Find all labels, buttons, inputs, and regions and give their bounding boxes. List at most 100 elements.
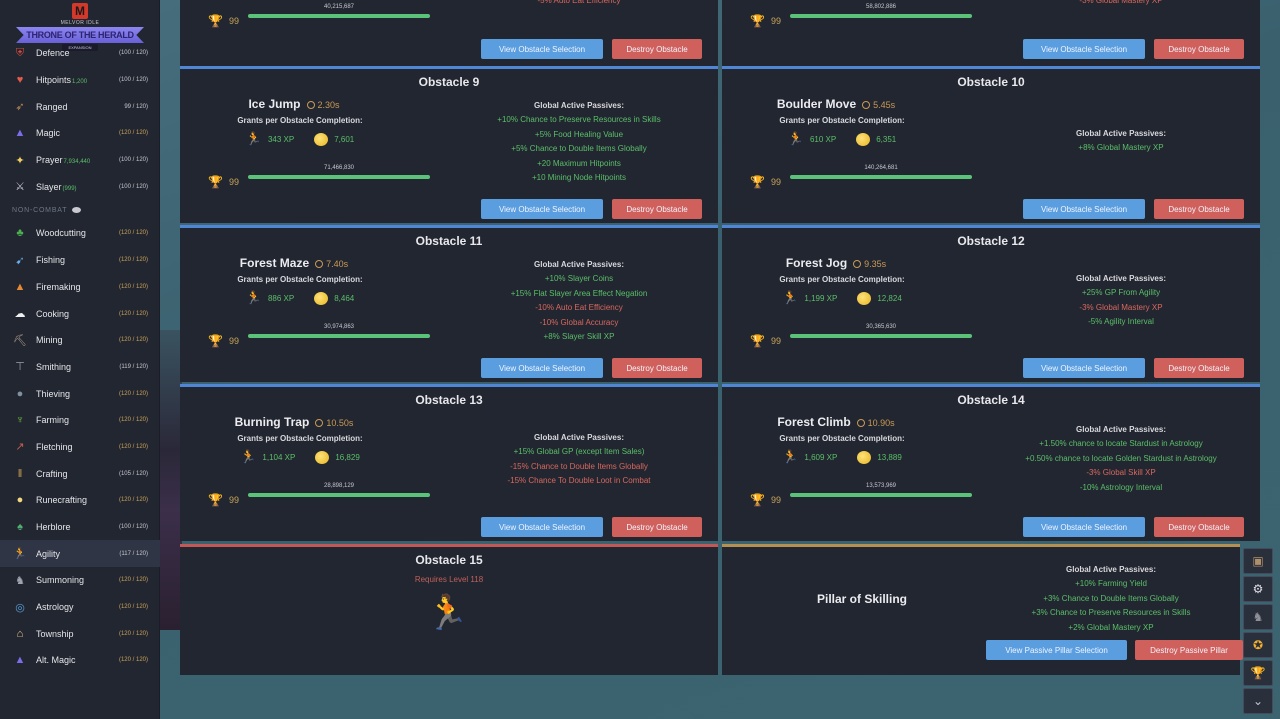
obstacle-card: Obstacle 10 Boulder Move 5.45s Grants per O… (722, 66, 1260, 223)
passive-modifier: +3% Chance to Double Items Globally (1043, 593, 1179, 603)
view-obstacle-selection-button[interactable]: View Obstacle Selection (1023, 517, 1145, 537)
mastery-progress: 28,898,129 (248, 483, 430, 497)
sidebar-item-mining[interactable]: ⛏ Mining (120 / 120) (0, 327, 160, 354)
destroy-obstacle-button[interactable]: Destroy Obstacle (612, 358, 702, 378)
mastery-level: 🏆 99 (208, 14, 239, 28)
view-obstacle-selection-button[interactable]: View Obstacle Selection (481, 517, 603, 537)
mastery-level: 🏆 99 (750, 175, 781, 189)
destroy-obstacle-button[interactable]: Destroy Obstacle (612, 39, 702, 59)
view-obstacle-selection-button[interactable]: View Obstacle Selection (481, 199, 603, 219)
sidebar-item-ranged[interactable]: ➶ Ranged 99 / 120) (0, 93, 160, 120)
trophy-button[interactable]: 🏆 (1243, 660, 1273, 686)
bank-button[interactable]: ▣ (1243, 548, 1273, 574)
summoning-button[interactable]: ♞ (1243, 604, 1273, 630)
settings-gear-button[interactable]: ⚙ (1243, 576, 1273, 602)
view-obstacle-selection-button[interactable]: View Obstacle Selection (1023, 39, 1145, 59)
sidebar-item-agility[interactable]: 🏃 Agility (117 / 120) (0, 540, 160, 568)
sidebar-item-smithing[interactable]: ⊤ Smithing (119 / 120) (0, 354, 160, 381)
wolf-icon: ♞ (15, 574, 25, 587)
obstacle-name: Boulder Move 5.45s (776, 97, 896, 111)
skill-level: (120 / 120) (118, 604, 148, 611)
pickaxe-icon: ⛏ (13, 334, 27, 347)
grants-label: Grants per Obstacle Completion: (779, 116, 905, 125)
gp-reward: 16,829 (335, 452, 360, 462)
obstacle-interval: 7.40s (315, 259, 348, 269)
view-obstacle-selection-button[interactable]: View Obstacle Selection (481, 39, 603, 59)
clock-icon (856, 419, 865, 427)
chevron-down-button[interactable]: ⌄ (1243, 688, 1273, 714)
sidebar-item-herblore[interactable]: ♠ Herblore (100 / 120) (0, 514, 160, 541)
runner-icon: 🏃 (13, 548, 27, 561)
passive-modifier: -3% Global Mastery XP (1079, 302, 1163, 312)
sidebar-item-cooking[interactable]: ☁ Cooking (120 / 120) (0, 300, 160, 327)
view-obstacle-selection-button[interactable]: View Obstacle Selection (1023, 199, 1145, 219)
grants-label: Grants per Obstacle Completion: (237, 434, 363, 443)
destroy-obstacle-button[interactable]: Destroy Obstacle (612, 517, 702, 537)
mastery-progress-bar (790, 334, 972, 338)
obstacle-card-partial: -3% Global Mastery XP 🏆 99 58,802,886 View O… (722, 0, 1260, 66)
view-obstacle-selection-button[interactable]: View Obstacle Selection (1023, 358, 1145, 378)
sidebar-item-fishing[interactable]: ➹ Fishing (120 / 120) (0, 247, 160, 274)
passive-modifier: +3% Chance to Preserve Resources in Skil… (1031, 608, 1191, 618)
mastery-level-value: 99 (770, 336, 781, 346)
mastery-level-value: 99 (770, 495, 781, 505)
sidebar-item-magic[interactable]: ▲ Magic (120 / 120) (0, 120, 160, 147)
passive-modifier: +1.50% chance to locate Stardust in Astr… (1039, 439, 1203, 449)
achievement-medal-button[interactable]: ✪ (1243, 632, 1273, 658)
skill-name: Township (36, 628, 74, 639)
sidebar-item-hitpoints[interactable]: ♥ Hitpoints1,200 (100 / 120) (0, 67, 160, 94)
obstacle-rewards: 🏃 610 XP 6,351 (722, 131, 962, 147)
destroy-obstacle-button[interactable]: Destroy Obstacle (1154, 358, 1244, 378)
achievement-medal-icon: ✪ (1252, 638, 1264, 652)
heart-icon: ♥ (16, 74, 24, 87)
agility-xp-icon: 🏃 (240, 449, 257, 464)
passives-title: Global Active Passives: (1066, 565, 1156, 574)
skill-name: Thieving (36, 388, 71, 399)
view-passive-pillar-selection-button[interactable]: View Passive Pillar Selection (986, 640, 1127, 660)
skill-name: Astrology (36, 602, 74, 613)
sidebar-item-summoning[interactable]: ♞ Summoning (120 / 120) (0, 567, 160, 594)
sidebar-item-township[interactable]: ⌂ Township (120 / 120) (0, 620, 160, 647)
destroy-obstacle-button[interactable]: Destroy Obstacle (1154, 517, 1244, 537)
destroy-obstacle-button[interactable]: Destroy Obstacle (612, 199, 702, 219)
destroy-obstacle-button[interactable]: Destroy Obstacle (1154, 199, 1244, 219)
eye-icon[interactable] (72, 207, 82, 214)
game-logo[interactable]: M MELVOR IDLE THRONE OF THE HERALD EXPAN… (14, 0, 146, 52)
sidebar-item-prayer[interactable]: ✦ Prayer7,934,440 (100 / 120) (0, 147, 160, 174)
passive-modifier: -15% Chance to Double Items Globally (510, 461, 648, 471)
passive-modifier: -3% Global Skill XP (1086, 468, 1156, 478)
passives-title: Global Active Passives: (1076, 129, 1166, 138)
gp-coin-icon (315, 450, 330, 464)
gp-reward: 8,464 (334, 293, 355, 303)
global-active-passives: Global Active Passives: +25% GP From Agil… (992, 272, 1250, 330)
mastery-xp-value: 58,802,886 (865, 4, 897, 10)
logo-subtitle: MELVOR IDLE (60, 20, 100, 26)
sidebar-item-astrology[interactable]: ◎ Astrology (120 / 120) (0, 594, 160, 621)
sidebar-item-fletching[interactable]: ↗ Fletching (120 / 120) (0, 434, 160, 461)
passive-modifier: +5% Chance to Double Items Globally (511, 144, 647, 154)
sidebar-item-alt-magic[interactable]: ▲ Alt. Magic (120 / 120) (0, 647, 160, 674)
passive-modifier: +10% Farming Yield (1075, 579, 1147, 589)
destroy-passive-pillar-button[interactable]: Destroy Passive Pillar (1135, 640, 1243, 660)
destroy-obstacle-button[interactable]: Destroy Obstacle (1154, 39, 1244, 59)
passive-modifier: +10% Slayer Coins (544, 274, 614, 284)
anvil-icon: ⊤ (15, 361, 25, 374)
global-active-passives: Global Active Passives: +1.50% chance to … (992, 423, 1250, 495)
settings-gear-icon: ⚙ (1252, 582, 1264, 596)
sidebar-item-slayer[interactable]: ⚔ Slayer(999) (100 / 120) (0, 173, 160, 200)
sidebar-item-farming[interactable]: ♆ Farming (120 / 120) (0, 407, 160, 434)
view-obstacle-selection-button[interactable]: View Obstacle Selection (481, 358, 603, 378)
sidebar-item-firemaking[interactable]: ▲ Firemaking (120 / 120) (0, 274, 160, 301)
sidebar: ⛨ Defence (100 / 120) ♥ Hitpoints1,200 (100 /… (0, 0, 160, 719)
skill-level: (100 / 120) (118, 77, 148, 84)
sidebar-item-crafting[interactable]: ‖ Crafting (105 / 120) (0, 460, 160, 487)
sidebar-item-woodcutting[interactable]: ♣ Woodcutting (120 / 120) (0, 220, 160, 247)
obstacle-interval: 2.30s (306, 100, 340, 110)
sidebar-item-thieving[interactable]: ● Thieving (120 / 120) (0, 380, 160, 407)
skill-level: (120 / 120) (118, 310, 148, 317)
xp-reward: 886 XP (267, 293, 295, 303)
sidebar-item-runecrafting[interactable]: ● Runecrafting (120 / 120) (0, 487, 160, 514)
section-non-combat[interactable]: NON-COMBAT (0, 200, 160, 220)
sidebar-item-defence[interactable]: ⛨ Defence (100 / 120) (0, 40, 160, 67)
grants-label: Grants per Obstacle Completion: (237, 275, 363, 284)
